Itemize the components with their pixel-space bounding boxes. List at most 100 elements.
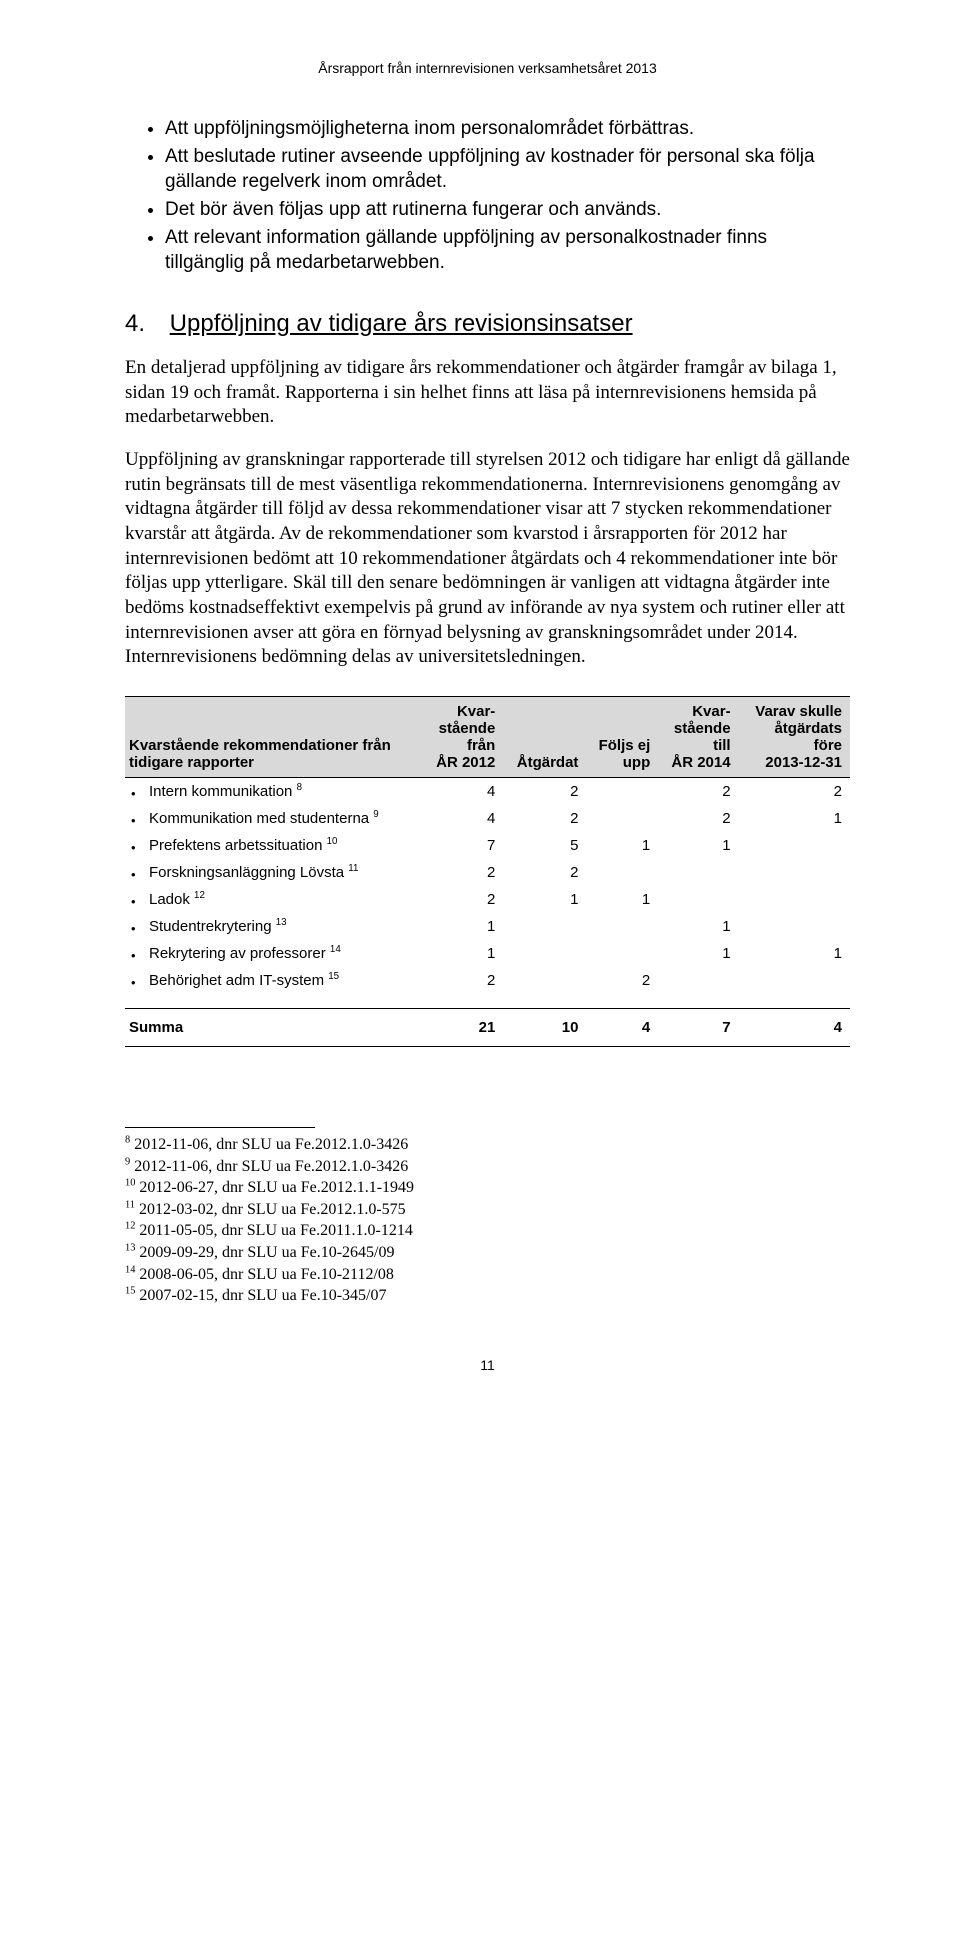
section-heading: 4. Uppföljning av tidigare års revisions… — [125, 310, 850, 338]
paragraph: En detaljerad uppföljning av tidigare år… — [125, 356, 850, 430]
table-cell: 1 — [658, 832, 738, 859]
bullet-icon: • — [131, 948, 136, 963]
table-cell: 4 — [423, 805, 503, 832]
table-cell-label: •Prefektens arbetssituation 10 — [125, 832, 423, 859]
table-row: •Studentrekrytering 1311 — [125, 913, 850, 940]
table-header-cell: Åtgärdat — [503, 697, 586, 778]
footnote-line: 14 2008-06-05, dnr SLU ua Fe.10-2112/08 — [125, 1264, 850, 1286]
section-title: Uppföljning av tidigare års revisionsins… — [170, 310, 633, 337]
table-cell-label: •Ladok 12 — [125, 886, 423, 913]
bullet-item: Att beslutade rutiner avseende uppföljni… — [165, 144, 850, 195]
table-cell-label: Summa — [125, 1009, 423, 1047]
running-header: Årsrapport från internrevisionen verksam… — [125, 60, 850, 76]
footnote-line: 9 2012-11-06, dnr SLU ua Fe.2012.1.0-342… — [125, 1156, 850, 1178]
table-cell — [658, 967, 738, 994]
table-cell: 2 — [503, 805, 586, 832]
bullet-icon: • — [131, 975, 136, 990]
table-cell: 1 — [586, 832, 658, 859]
table-cell — [739, 859, 850, 886]
footnote-line: 8 2012-11-06, dnr SLU ua Fe.2012.1.0-342… — [125, 1134, 850, 1156]
table-row: •Rekrytering av professorer 14111 — [125, 940, 850, 967]
bullet-item: Att relevant information gällande uppföl… — [165, 225, 850, 276]
table-cell: 2 — [503, 778, 586, 806]
table-header-cell: Varav skulle åtgärdats före 2013-12-31 — [739, 697, 850, 778]
table-cell: 7 — [423, 832, 503, 859]
table-cell: 1 — [423, 913, 503, 940]
table-row: •Behörighet adm IT-system 1522 — [125, 967, 850, 994]
table-cell: 1 — [658, 913, 738, 940]
table-cell: 1 — [739, 805, 850, 832]
table-cell — [503, 967, 586, 994]
table-cell — [658, 886, 738, 913]
table-cell: 2 — [503, 859, 586, 886]
table-row: •Forskningsanläggning Lövsta 1122 — [125, 859, 850, 886]
table-cell — [739, 886, 850, 913]
table-cell: 4 — [423, 778, 503, 806]
table-cell: 4 — [739, 1009, 850, 1047]
table-cell-label: •Studentrekrytering 13 — [125, 913, 423, 940]
footnote-line: 13 2009-09-29, dnr SLU ua Fe.10-2645/09 — [125, 1242, 850, 1264]
table-cell: 4 — [586, 1009, 658, 1047]
table-cell — [503, 913, 586, 940]
table-cell: 1 — [658, 940, 738, 967]
bullet-icon: • — [131, 813, 136, 828]
table-cell-label: •Behörighet adm IT-system 15 — [125, 967, 423, 994]
paragraph: Uppföljning av granskningar rapporterade… — [125, 448, 850, 670]
bullet-icon: • — [131, 867, 136, 882]
recommendations-table: Kvarstående rekommendationer från tidiga… — [125, 696, 850, 1047]
table-cell — [658, 859, 738, 886]
table-cell: 5 — [503, 832, 586, 859]
table-cell: 1 — [586, 886, 658, 913]
table-header-cell: Följs ej upp — [586, 697, 658, 778]
footnote-rule — [125, 1127, 315, 1128]
table-cell: 1 — [503, 886, 586, 913]
table-header-cell: Kvar- stående till ÅR 2014 — [658, 697, 738, 778]
table-header-cell: Kvarstående rekommendationer från tidiga… — [125, 697, 423, 778]
footnote-line: 11 2012-03-02, dnr SLU ua Fe.2012.1.0-57… — [125, 1199, 850, 1221]
table-cell — [586, 805, 658, 832]
table-row: •Intern kommunikation 84222 — [125, 778, 850, 806]
table-cell: 7 — [658, 1009, 738, 1047]
table-cell: 2 — [423, 859, 503, 886]
table-cell: 2 — [658, 805, 738, 832]
bullet-icon: • — [131, 921, 136, 936]
table-wrapper: Kvarstående rekommendationer från tidiga… — [125, 696, 850, 1047]
page-number: 11 — [125, 1357, 850, 1373]
table-cell: 21 — [423, 1009, 503, 1047]
table-cell: 2 — [423, 886, 503, 913]
table-cell — [586, 940, 658, 967]
page: Årsrapport från internrevisionen verksam… — [0, 0, 960, 1433]
bullet-icon: • — [131, 786, 136, 801]
bullet-icon: • — [131, 894, 136, 909]
table-cell-label: •Rekrytering av professorer 14 — [125, 940, 423, 967]
table-body: •Intern kommunikation 84222•Kommunikatio… — [125, 778, 850, 1047]
section-number: 4. — [125, 310, 163, 338]
table-cell: 10 — [503, 1009, 586, 1047]
table-row-sum: Summa2110474 — [125, 1009, 850, 1047]
table-cell — [739, 913, 850, 940]
table-row: •Ladok 12211 — [125, 886, 850, 913]
table-cell — [586, 913, 658, 940]
bullet-icon: • — [131, 840, 136, 855]
table-cell-label: •Intern kommunikation 8 — [125, 778, 423, 806]
table-cell-label: •Kommunikation med studenterna 9 — [125, 805, 423, 832]
table-header-cell: Kvar- stående från ÅR 2012 — [423, 697, 503, 778]
table-cell: 2 — [423, 967, 503, 994]
table-cell: 2 — [739, 778, 850, 806]
table-cell: 2 — [658, 778, 738, 806]
table-cell: 2 — [586, 967, 658, 994]
table-cell: 1 — [423, 940, 503, 967]
table-cell-label: •Forskningsanläggning Lövsta 11 — [125, 859, 423, 886]
table-cell — [503, 940, 586, 967]
table-row: •Kommunikation med studenterna 94221 — [125, 805, 850, 832]
table-row: •Prefektens arbetssituation 107511 — [125, 832, 850, 859]
footnotes: 8 2012-11-06, dnr SLU ua Fe.2012.1.0-342… — [125, 1127, 850, 1307]
table-cell — [586, 859, 658, 886]
table-cell — [586, 778, 658, 806]
footnote-line: 12 2011-05-05, dnr SLU ua Fe.2011.1.0-12… — [125, 1220, 850, 1242]
table-cell — [739, 967, 850, 994]
table-cell: 1 — [739, 940, 850, 967]
bullet-item: Det bör även följas upp att rutinerna fu… — [165, 197, 850, 223]
bullet-item: Att uppföljningsmöjligheterna inom perso… — [165, 116, 850, 142]
table-cell — [739, 832, 850, 859]
